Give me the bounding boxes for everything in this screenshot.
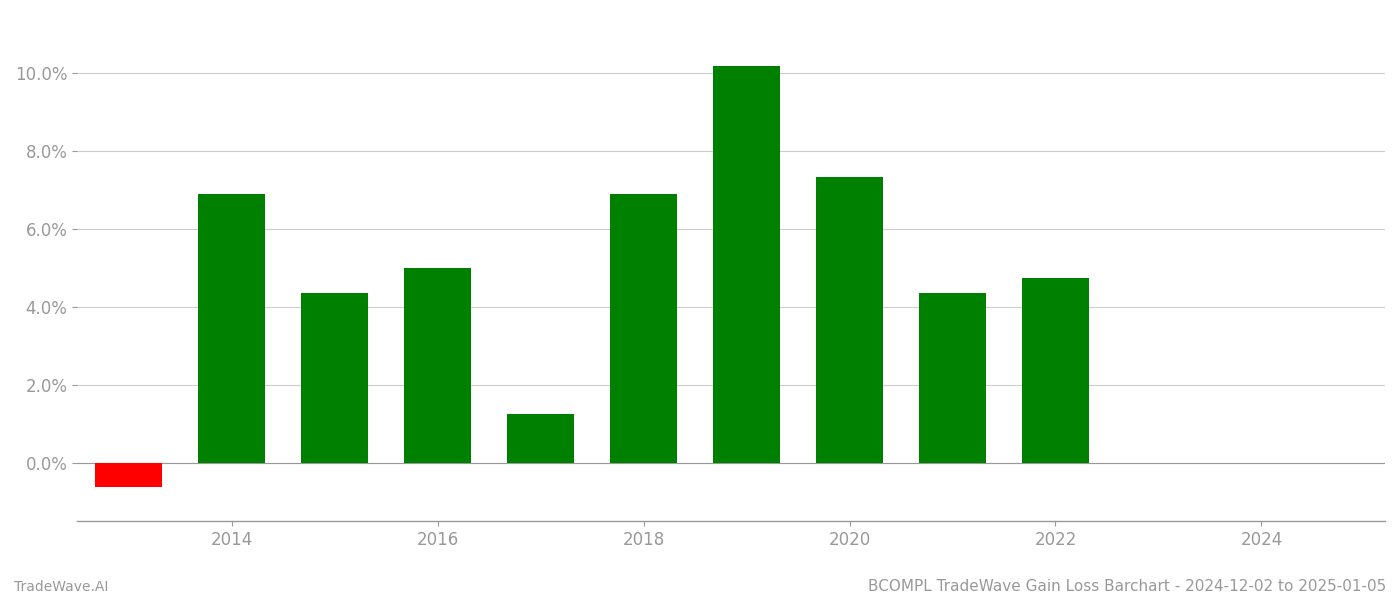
Bar <box>405 268 472 463</box>
Bar <box>507 414 574 463</box>
Bar <box>95 463 162 487</box>
Text: BCOMPL TradeWave Gain Loss Barchart - 2024-12-02 to 2025-01-05: BCOMPL TradeWave Gain Loss Barchart - 20… <box>868 579 1386 594</box>
Bar <box>199 194 265 463</box>
Bar <box>610 194 678 463</box>
Bar <box>713 65 780 463</box>
Bar <box>918 293 986 463</box>
Bar <box>301 293 368 463</box>
Bar <box>816 176 883 463</box>
Text: TradeWave.AI: TradeWave.AI <box>14 580 108 594</box>
Bar <box>1022 278 1089 463</box>
